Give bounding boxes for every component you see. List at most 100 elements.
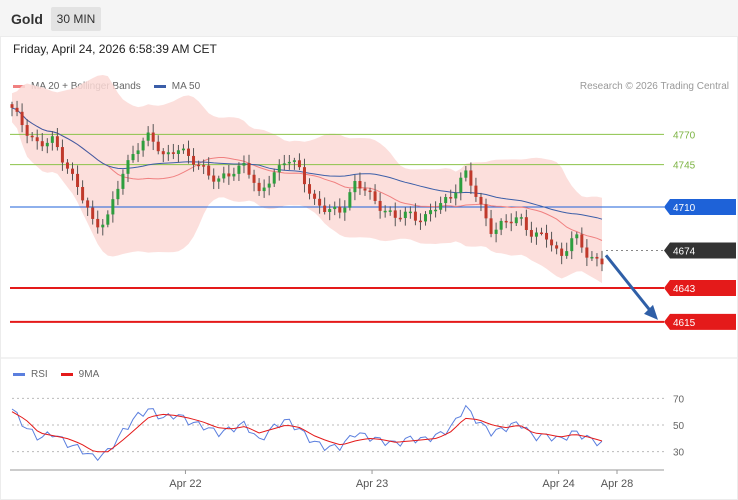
projection-arrow-shaft [604, 254, 654, 314]
candle-body [297, 160, 301, 168]
candle-body [55, 136, 59, 148]
candle-body [212, 175, 216, 182]
candle-body [45, 142, 49, 147]
candle-body [71, 168, 75, 174]
candle-body [10, 104, 14, 108]
level-tag-4615 [664, 313, 736, 330]
candle-body [580, 234, 584, 248]
bollinger-layer [12, 75, 602, 284]
rsi-swatch [13, 373, 25, 376]
chart-credit: Research © 2026 Trading Central [579, 81, 729, 92]
candle-body [434, 209, 438, 212]
rsi-ma-swatch [60, 373, 73, 376]
candle-body [186, 148, 190, 156]
level-label-4745: 4745 [673, 161, 696, 172]
candle-body [282, 163, 286, 166]
candle-body [343, 207, 347, 213]
ma20-swatch [13, 85, 25, 88]
candle-body [65, 162, 69, 169]
candle-body [121, 173, 125, 189]
candle-body [560, 248, 564, 256]
rsi-tick-70: 70 [673, 394, 685, 405]
rsi-tick-50: 50 [673, 421, 685, 432]
candle-body [116, 188, 120, 200]
toolbar: Gold 30 MIN [0, 0, 738, 36]
bollinger-band [12, 75, 602, 284]
candle-body [323, 205, 327, 212]
level-tag-4674 [664, 242, 736, 259]
candles-layer [10, 100, 604, 272]
candle-body [166, 152, 170, 155]
candle-body [227, 173, 231, 177]
candle-body [76, 173, 80, 187]
x-tick-label: Apr 23 [356, 478, 388, 490]
candle-body [459, 177, 463, 193]
candle-body [131, 154, 135, 161]
level-lines-layer [10, 133, 664, 323]
candle-body [469, 170, 473, 186]
candle-body [555, 245, 559, 249]
candle-body [15, 107, 19, 112]
candle-body [272, 172, 276, 184]
candle-body [277, 165, 281, 173]
candle-body [600, 258, 604, 265]
candle-body [20, 111, 24, 126]
candle-body [176, 150, 180, 154]
legend-rsi-label: RSI [31, 369, 48, 380]
candle-body [484, 204, 488, 219]
candle-body [333, 206, 337, 210]
candle-body [494, 229, 498, 234]
x-tick-label: Apr 24 [542, 478, 574, 490]
candle-body [519, 217, 523, 219]
candle-body [267, 183, 271, 188]
candle-body [91, 207, 95, 219]
candle-body [424, 214, 428, 222]
candle-body [504, 220, 508, 223]
candle-body [60, 147, 64, 163]
candle-body [217, 178, 221, 182]
rsi-tick-30: 30 [673, 448, 685, 459]
level-label-4643: 4643 [673, 284, 696, 295]
candle-body [545, 232, 549, 240]
candle-body [383, 210, 387, 213]
candle-body [418, 220, 422, 223]
candle-body [96, 218, 100, 228]
candle-body [393, 210, 397, 218]
candle-body [398, 217, 402, 220]
candle-body [534, 232, 538, 237]
candle-body [565, 251, 569, 256]
candle-body [30, 135, 34, 138]
timeframe-button[interactable]: 30 MIN [51, 7, 101, 31]
price-labels-layer: 4770 4745 4710 4674 4643 4615 [664, 130, 736, 330]
rsi-ma-line [11, 411, 603, 453]
candle-body [202, 165, 206, 167]
candle-body [136, 150, 140, 155]
candle-body [222, 173, 226, 179]
candle-body [141, 140, 145, 151]
level-label-4710: 4710 [673, 203, 696, 214]
candle-body [514, 217, 518, 224]
candle-body [388, 210, 392, 212]
candle-body [126, 160, 130, 174]
rsi-line [11, 404, 603, 462]
candle-body [292, 160, 296, 162]
projection-layer [604, 254, 658, 320]
candle-body [439, 203, 443, 210]
candle-body [86, 200, 90, 208]
candle-body [403, 211, 407, 219]
candle-body [474, 185, 478, 197]
candle-body [444, 197, 448, 204]
moving-average-layer [11, 107, 603, 241]
candle-body [454, 192, 458, 199]
candle-body [232, 173, 236, 177]
candle-body [358, 181, 362, 189]
candle-body [509, 221, 513, 224]
candle-body [247, 163, 251, 175]
level-tag-4710 [664, 198, 736, 215]
candle-body [287, 161, 291, 164]
candle-body [449, 197, 453, 199]
candle-body [590, 256, 594, 259]
rsi-legend: RSI 9MA [13, 369, 99, 380]
candle-body [81, 186, 85, 201]
